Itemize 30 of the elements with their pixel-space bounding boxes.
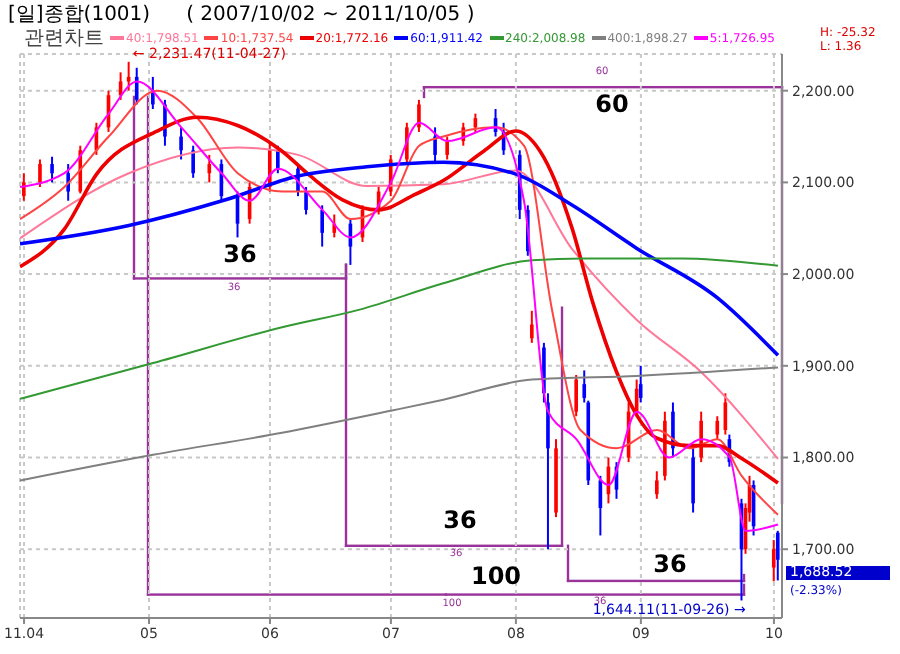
candlestick — [574, 373, 578, 418]
candlestick — [332, 213, 337, 239]
line-series — [20, 146, 779, 460]
chart-title: [일]종합(1001) — [8, 4, 151, 26]
candlestick — [530, 309, 534, 344]
candlestick — [655, 470, 659, 500]
annotation: 36 — [653, 550, 687, 578]
candlestick — [445, 135, 449, 161]
candlestick — [50, 155, 54, 184]
candlestick — [304, 185, 308, 216]
annotation: 100 — [470, 562, 522, 590]
candlestick — [207, 153, 212, 184]
candlestick — [775, 529, 780, 582]
chart-subtitle: ( 2007/10/02 ~ 2011/10/05 ) — [186, 4, 475, 26]
candlestick — [638, 364, 643, 404]
candlestick — [179, 126, 183, 161]
candlestick — [38, 158, 42, 188]
candlestick — [771, 539, 776, 583]
candlestick — [320, 204, 324, 248]
legend-title: 관련차트 — [24, 26, 104, 52]
candlestick — [134, 66, 139, 106]
annotation: 36 — [223, 240, 257, 268]
annotation: 60 — [595, 90, 629, 118]
candlestick — [417, 98, 421, 133]
candlestick — [191, 144, 195, 179]
candlestick — [691, 447, 695, 514]
candlestick — [66, 163, 70, 202]
candlestick — [22, 172, 26, 202]
candlestick — [715, 415, 720, 441]
annotation: 36 — [443, 506, 477, 534]
